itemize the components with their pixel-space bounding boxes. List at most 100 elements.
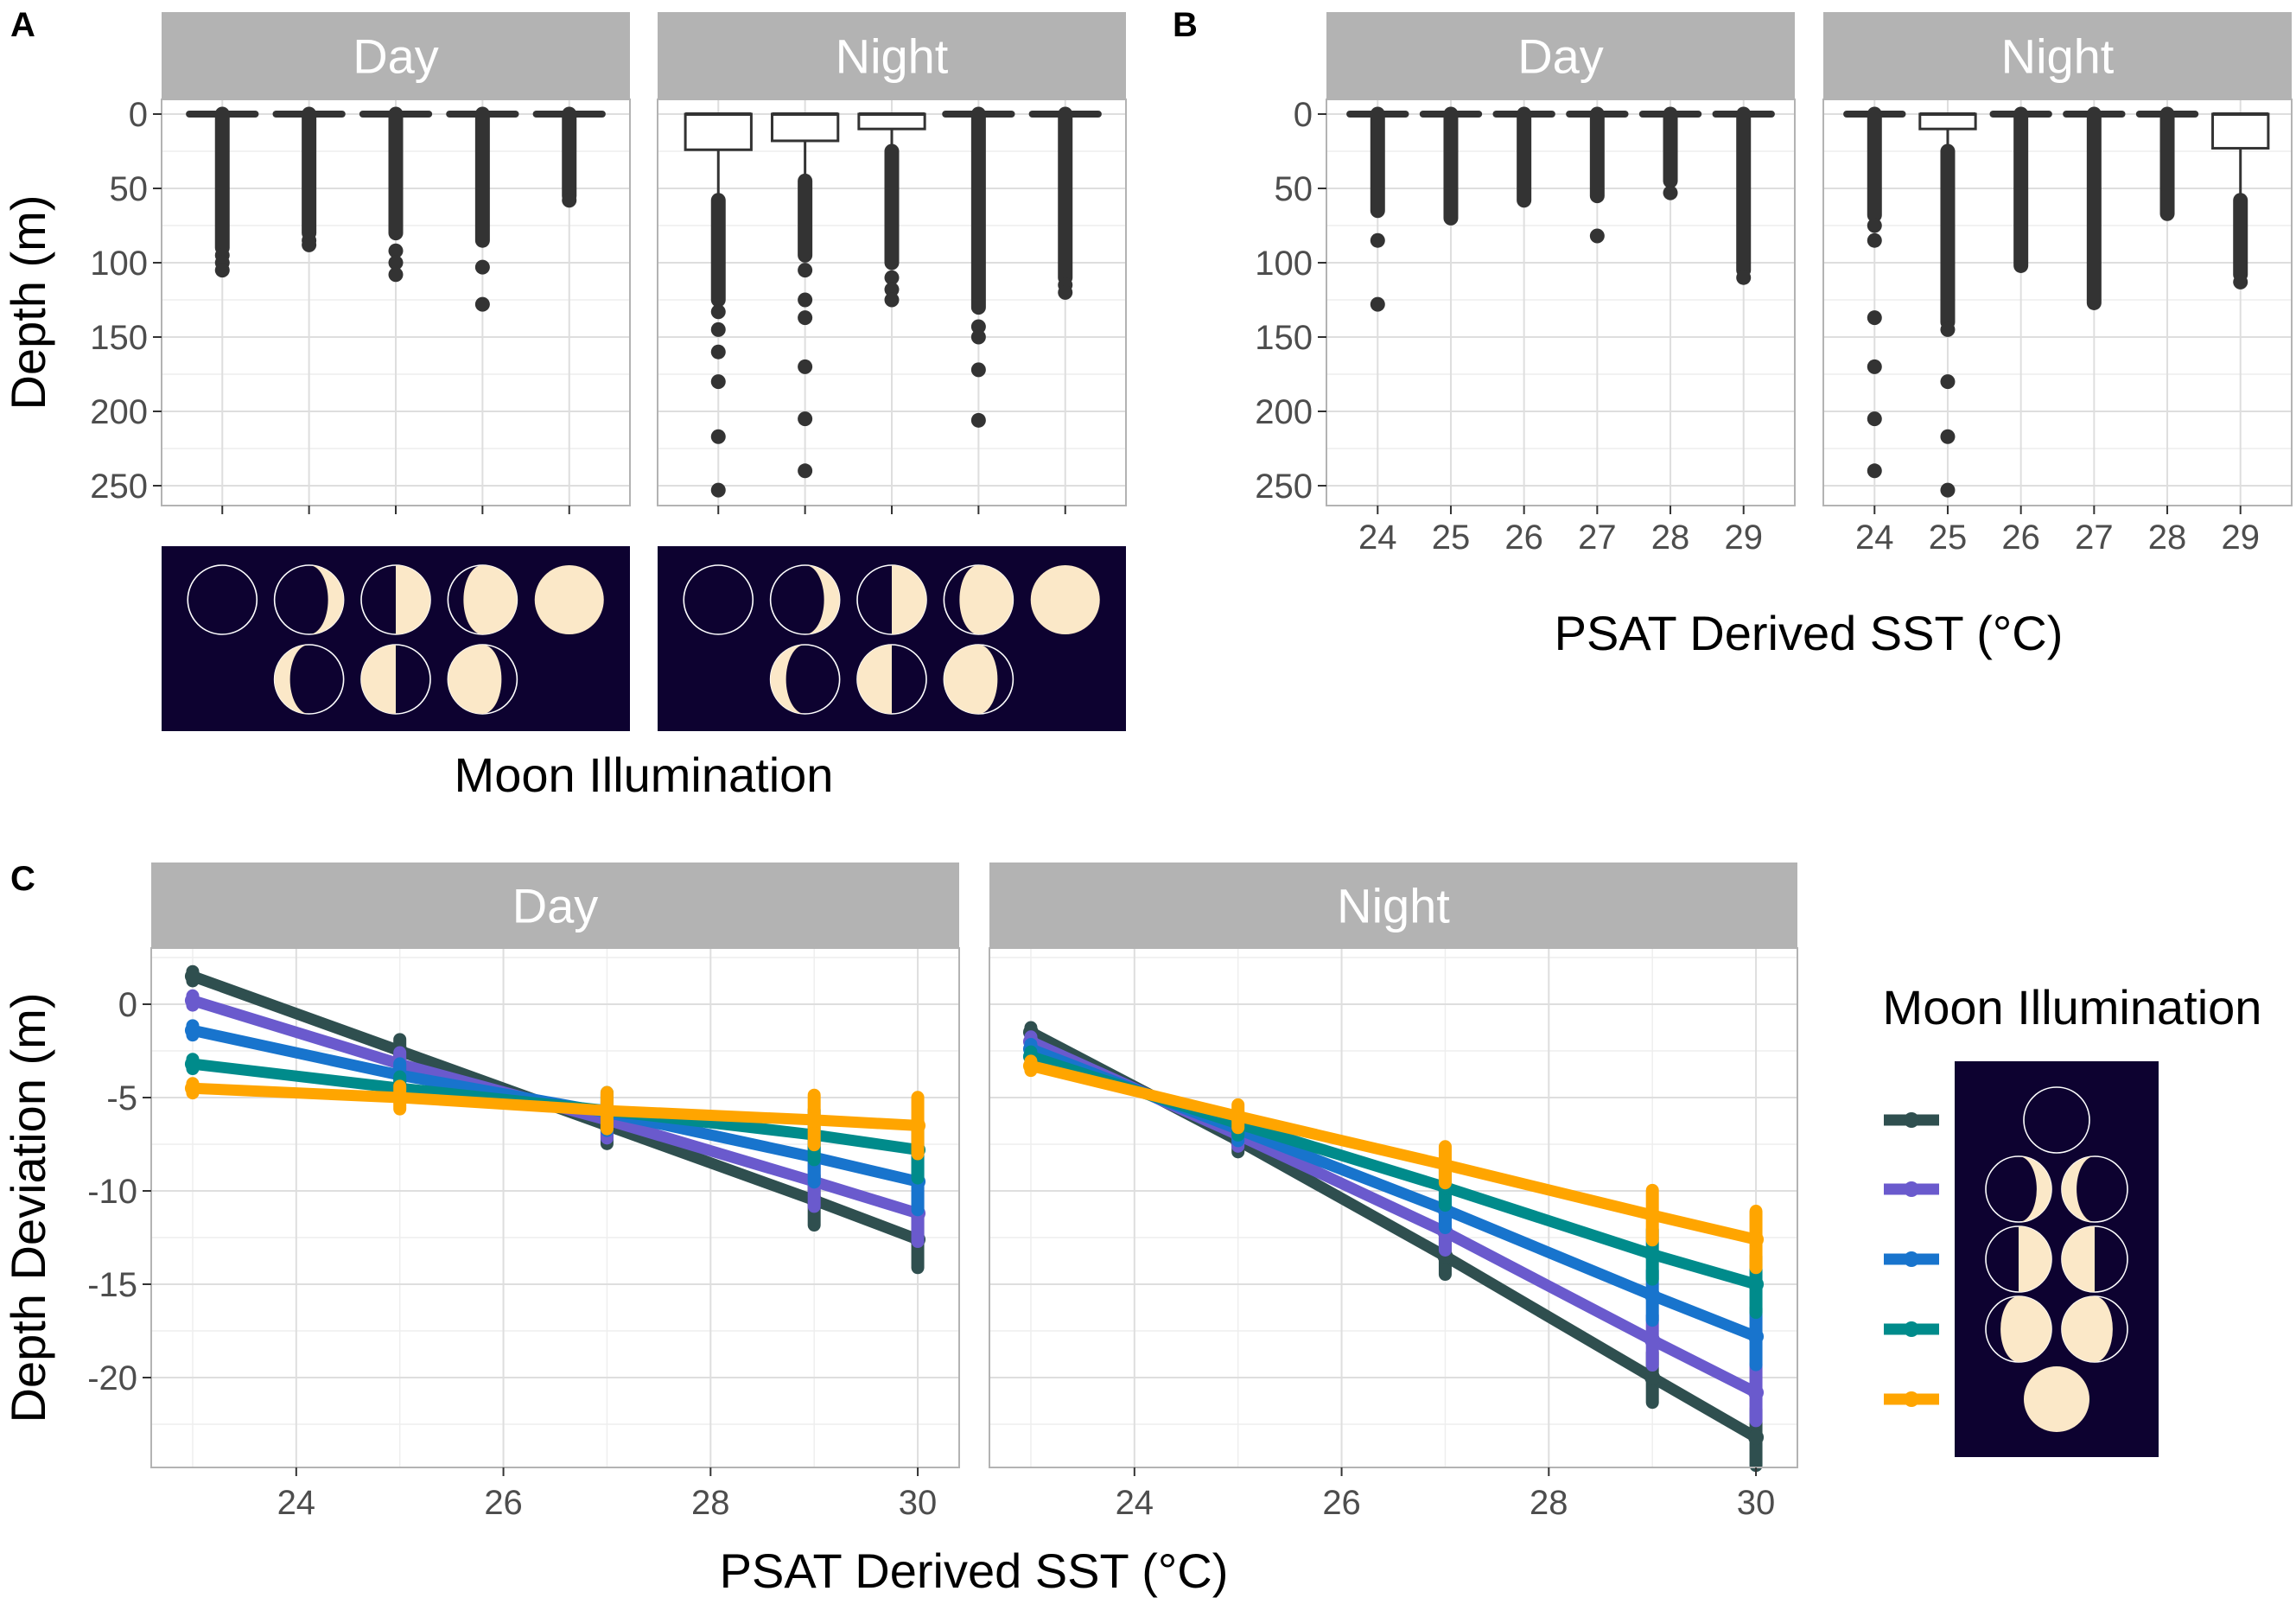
moon-disc	[534, 565, 604, 634]
outlier-point	[1940, 374, 1956, 390]
x-tick-label: 24	[1358, 519, 1397, 557]
box-24	[1346, 106, 1409, 312]
legend: Moon Illumination	[1883, 980, 2262, 1457]
first-quarter-moon-icon	[1985, 1225, 2052, 1293]
chart-C: C Day 24 26 28 30 Night 24 26 28 30 0 -5 -10 -15 -20 Dep…	[1, 860, 2261, 1598]
data-point	[184, 1056, 200, 1073]
data-point	[1230, 1108, 1246, 1124]
panel-tag: B	[1173, 6, 1198, 44]
x-tick-label: 29	[1724, 519, 1763, 557]
outlier-point	[798, 359, 813, 374]
moon-lit	[2019, 1226, 2051, 1292]
moon-lit	[308, 565, 344, 634]
x-axis-title: PSAT Derived SST (°C)	[1555, 606, 2064, 660]
facet-strip	[162, 12, 630, 99]
moon-lit	[463, 565, 518, 634]
moon-outline	[683, 564, 754, 635]
outlier-point	[710, 429, 726, 444]
moon-lit	[2019, 1156, 2051, 1222]
box-3	[359, 106, 433, 283]
box-1	[684, 112, 753, 498]
outlier-point	[388, 255, 404, 271]
x-tick-label: 24	[277, 1484, 316, 1522]
box-25	[1419, 106, 1483, 226]
y-tick-label: 100	[1255, 245, 1313, 283]
data-point	[1748, 1384, 1765, 1401]
outlier-point	[474, 296, 490, 312]
moon-lit	[2000, 1296, 2051, 1362]
y-tick-label: -15	[87, 1266, 137, 1304]
x-tick-label: 28	[1530, 1484, 1568, 1522]
facet-label: Day	[512, 879, 599, 933]
box-body	[684, 112, 753, 151]
moon-lit	[2062, 1296, 2113, 1362]
data-point	[1644, 1246, 1661, 1263]
moon-lit	[448, 645, 502, 714]
panel-border	[1822, 99, 2293, 506]
y-tick-label: 250	[1255, 468, 1313, 506]
waxing-gibbous-moon-icon	[943, 564, 1014, 635]
first-quarter-moon-icon	[360, 564, 431, 635]
data-point	[184, 1080, 200, 1097]
chart-B: B Day 24 25 26 27 28 29 Night 24 25 26 27 28 29 0 50 100 1…	[1173, 6, 2293, 660]
data-point	[806, 1111, 823, 1128]
box-28	[2135, 106, 2199, 221]
outlier-point	[710, 482, 726, 498]
data-point	[1644, 1287, 1661, 1303]
facet-label: Day	[1517, 29, 1604, 84]
outlier-point	[1940, 429, 1956, 444]
waning-gibbous-moon-icon	[2061, 1295, 2128, 1363]
outlier-point	[710, 374, 726, 390]
moon-outline	[2023, 1086, 2090, 1154]
data-point	[910, 1117, 926, 1134]
panel-tag: A	[10, 6, 35, 44]
panel-border	[989, 947, 1798, 1468]
outlier-point	[1867, 411, 1882, 427]
box-2	[770, 112, 840, 479]
moon-lit	[857, 645, 892, 714]
x-axis-title: PSAT Derived SST (°C)	[720, 1544, 1229, 1598]
legend-key-crescent	[1884, 1181, 1939, 1197]
data-point	[184, 968, 200, 984]
outlier-point	[1589, 228, 1605, 244]
box-4	[942, 106, 1015, 428]
x-tick-label: 27	[1578, 519, 1617, 557]
x-tick-label: 26	[484, 1484, 523, 1522]
legend-point	[1904, 1321, 1919, 1337]
legend-key-quarter	[1884, 1251, 1939, 1267]
y-axis-title: Depth Deviation (m)	[1, 993, 55, 1423]
outlier-point	[798, 411, 813, 427]
data-point	[184, 1022, 200, 1039]
moon-outline	[187, 564, 258, 635]
y-tick-label: -20	[87, 1359, 137, 1397]
data-point	[599, 1103, 615, 1119]
outlier-point	[884, 292, 900, 308]
legend-point	[1904, 1181, 1919, 1197]
moon-lit	[805, 565, 840, 634]
new-moon-icon	[187, 564, 258, 635]
outlier-point	[214, 263, 230, 278]
facet-strip	[989, 862, 1797, 948]
data-point	[391, 1090, 408, 1105]
waxing-gibbous-moon-icon	[447, 564, 518, 635]
x-tick-label: 26	[2001, 519, 2040, 557]
last-quarter-moon-icon	[360, 644, 431, 715]
data-point	[1748, 1328, 1765, 1345]
outlier-point	[1867, 359, 1882, 374]
waxing-gibbous-moon-icon	[1985, 1295, 2052, 1363]
facet-label: Night	[1337, 879, 1450, 933]
outlier-point	[562, 193, 577, 208]
x-tick-label: 25	[1432, 519, 1471, 557]
waning-crescent-moon-icon	[769, 644, 841, 715]
facet-panel-night: Night 24 26 28 30	[989, 862, 1798, 1522]
full-moon-icon	[534, 565, 604, 634]
outlier-point	[1940, 482, 1956, 498]
facet-panel-day: Day 24 26 28 30	[150, 862, 960, 1522]
y-tick-label: -10	[87, 1173, 137, 1211]
outlier-point	[710, 344, 726, 360]
legend-title: Moon Illumination	[1883, 980, 2262, 1034]
y-tick-label: 50	[1275, 170, 1313, 208]
moon-disc	[1030, 565, 1100, 634]
outlier-point	[884, 282, 900, 297]
